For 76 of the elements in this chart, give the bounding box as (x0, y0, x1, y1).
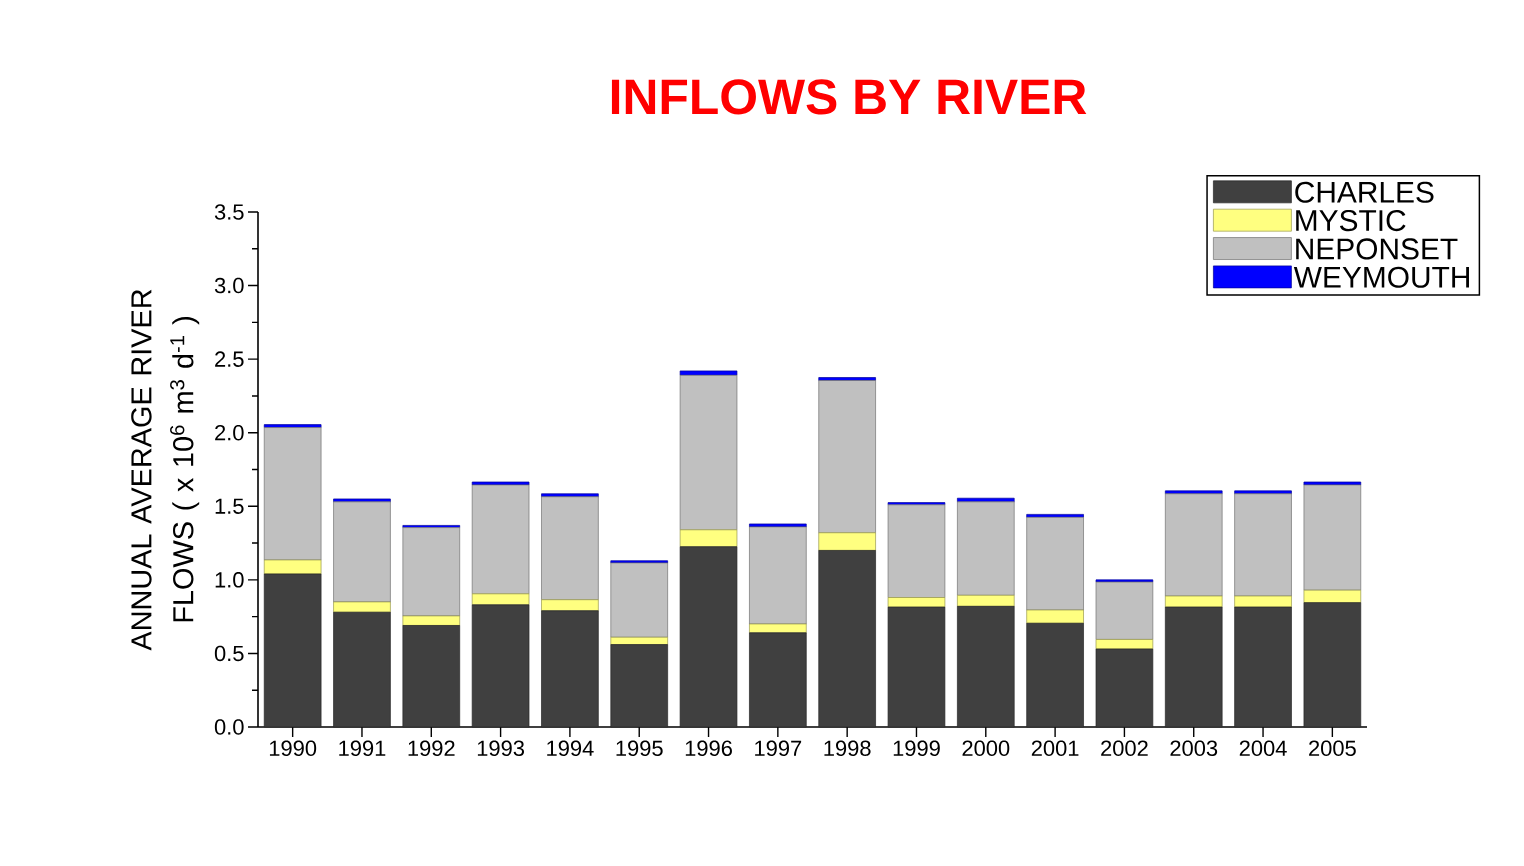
y-tick-label: 2.0 (215, 424, 244, 441)
bar (402, 615, 461, 626)
legend-label: CHARLES (1295, 181, 1434, 203)
chart-title: INFLOWS BY RIVER (611, 79, 1087, 115)
bar (1164, 606, 1223, 728)
y-tick-label: 2.5 (215, 351, 244, 367)
bar (818, 380, 876, 534)
legend-label: MYSTIC (1296, 209, 1406, 232)
bar (471, 484, 530, 595)
bar (333, 611, 391, 728)
bar (610, 562, 668, 638)
bar (1095, 581, 1154, 640)
bar (333, 501, 391, 603)
x-tick-label: 1991 (339, 740, 386, 757)
bar (471, 593, 530, 606)
bar (1164, 493, 1223, 597)
bar (749, 623, 807, 634)
y-tick-label: 1.0 (215, 572, 244, 588)
bar (1234, 606, 1292, 728)
legend-label: WEYMOUTH (1293, 266, 1469, 288)
x-tick-label: 1997 (755, 740, 802, 757)
x-tick-label: 2002 (1101, 740, 1148, 757)
x-tick-label: 1994 (547, 740, 594, 757)
bar (541, 610, 599, 728)
bar (1026, 609, 1084, 624)
bar (402, 625, 461, 728)
bar (402, 527, 461, 617)
bar (333, 601, 391, 613)
bar (679, 374, 738, 531)
bar (957, 501, 1015, 596)
bar (263, 559, 322, 575)
bar (541, 496, 599, 601)
bar (818, 550, 876, 728)
x-tick-label: 1999 (893, 740, 940, 757)
bar (1026, 622, 1084, 728)
bar (679, 370, 738, 376)
x-tick-label: 1990 (269, 740, 317, 757)
bar (263, 427, 322, 561)
bar (1303, 589, 1362, 604)
x-tick-label: 2005 (1309, 740, 1356, 757)
x-tick-label: 1993 (477, 740, 525, 757)
bar (1026, 516, 1084, 611)
legend-label: NEPONSET (1296, 238, 1458, 260)
x-tick-label: 2001 (1031, 740, 1079, 757)
bar (471, 604, 530, 728)
bar (957, 594, 1015, 607)
bar (1303, 484, 1362, 591)
bar (1234, 595, 1292, 608)
bar (541, 599, 599, 612)
y-tick-label: 3.5 (214, 204, 244, 220)
bar (679, 529, 738, 548)
bar (679, 546, 738, 728)
x-tick-label: 1998 (824, 740, 871, 757)
bar (887, 597, 946, 608)
bar (1234, 493, 1292, 597)
x-tick-label: 2004 (1239, 740, 1287, 757)
bar (887, 606, 946, 728)
x-tick-label: 1992 (408, 740, 455, 757)
bar (957, 605, 1015, 728)
x-tick-label: 1996 (685, 740, 732, 757)
bar (1164, 595, 1223, 608)
x-tick-label: 2000 (962, 740, 1010, 757)
y-tick-label: 0.5 (214, 645, 244, 662)
x-tick-label: 1995 (616, 740, 663, 757)
bar (749, 526, 807, 625)
bar (263, 573, 322, 728)
bar (887, 504, 946, 598)
y-tick-label: 1.5 (215, 498, 244, 514)
x-tick-label: 2003 (1170, 740, 1218, 757)
bar (749, 632, 807, 728)
y-tick-label: 0.0 (214, 719, 244, 735)
bar (1303, 602, 1362, 728)
bar (818, 532, 876, 551)
bar (610, 644, 668, 728)
y-tick-label: 3.0 (214, 277, 244, 294)
bar (1095, 648, 1154, 728)
